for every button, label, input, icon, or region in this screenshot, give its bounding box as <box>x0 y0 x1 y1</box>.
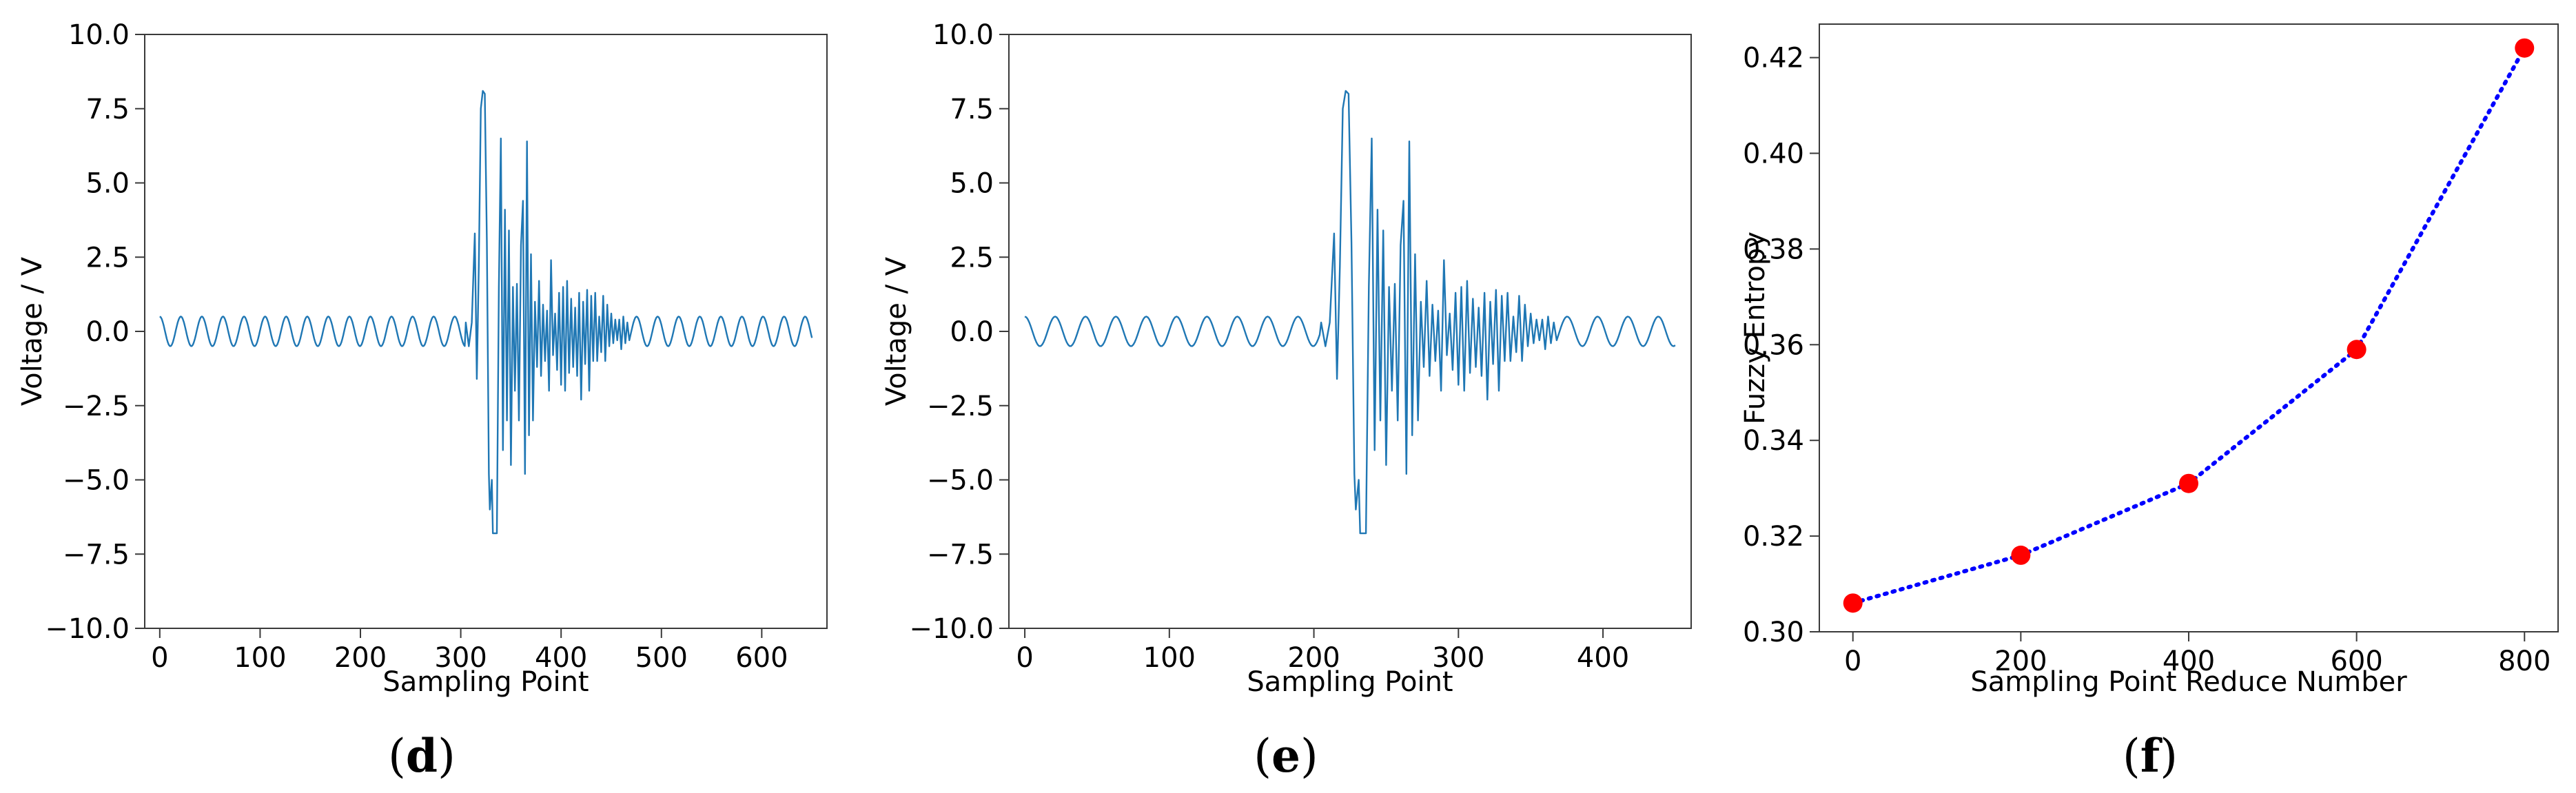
x-tick-label-e: 0 <box>1016 642 1033 674</box>
x-tick-label-e: 200 <box>1287 642 1340 674</box>
y-tick-label-d: 0.0 <box>85 316 130 348</box>
y-tick-label-e: 7.5 <box>950 94 994 125</box>
x-tick-label-d: 0 <box>151 642 168 674</box>
y-tick-label-d: −5.0 <box>63 465 130 497</box>
entropy-point-0 <box>1843 593 1863 613</box>
y-tick-label-f: 0.36 <box>1743 329 1804 361</box>
x-tick-label-e: 400 <box>1577 642 1629 674</box>
x-tick-label-d: 500 <box>635 642 688 674</box>
plot-frame-f <box>1819 23 2559 632</box>
y-tick-label-e: −10.0 <box>909 613 994 645</box>
panel-letter-e: e <box>1271 729 1300 783</box>
entropy-point-3 <box>2347 340 2367 360</box>
y-tick-label-d: 10.0 <box>68 19 130 51</box>
y-tick-label-d: −2.5 <box>63 391 130 422</box>
y-tick-label-e: 5.0 <box>950 168 994 200</box>
x-tick-label-f: 600 <box>2330 646 2382 677</box>
y-tick-label-e: 2.5 <box>950 242 994 274</box>
series-f <box>1843 38 2535 613</box>
panel-letter-f: f <box>2140 729 2163 783</box>
y-tick-label-e: −7.5 <box>927 539 994 570</box>
panel-label-f: (f) <box>2123 729 2178 783</box>
ticks-e: 0 100 200 300 400 −10.0 −7.5 −5.0 −2.5 0.0 2.5 5.0 7… <box>909 19 1629 674</box>
series-d <box>159 90 813 535</box>
y-tick-label-f: 0.32 <box>1743 521 1804 553</box>
x-tick-label-f: 800 <box>2498 646 2551 677</box>
y-tick-label-d: 5.0 <box>85 168 130 200</box>
ticks-f: 0 200 400 600 800 0.30 0.32 0.34 0.36 0.38 0.40 0.4… <box>1743 43 2551 677</box>
y-tick-label-d: 2.5 <box>85 242 130 274</box>
y-tick-label-e: −5.0 <box>927 465 994 497</box>
x-axis-label-f: Sampling Point Reduce Number <box>1970 666 2407 698</box>
x-tick-label-d: 100 <box>234 642 286 674</box>
waveform-line-d-0 <box>159 90 813 535</box>
y-tick-label-d: −10.0 <box>45 613 130 645</box>
x-tick-label-f: 0 <box>1844 646 1861 677</box>
x-axis-label-d: Sampling Point <box>382 666 589 698</box>
x-tick-label-e: 100 <box>1143 642 1196 674</box>
y-tick-label-f: 0.42 <box>1743 43 1804 74</box>
plot-frame-e <box>1008 34 1692 629</box>
panel-label-e: (e) <box>1254 729 1318 783</box>
x-axis-label-e: Sampling Point <box>1247 666 1453 698</box>
entropy-point-4 <box>2515 38 2535 58</box>
y-axis-label-d: Voltage / V <box>17 256 48 406</box>
y-tick-label-d: −7.5 <box>63 539 130 570</box>
panel-letter-d: d <box>406 729 438 783</box>
x-tick-label-f: 400 <box>2163 646 2215 677</box>
x-tick-label-d: 200 <box>334 642 387 674</box>
panel-label-d: (d) <box>388 729 456 783</box>
x-tick-label-d: 300 <box>434 642 487 674</box>
x-tick-label-d: 400 <box>535 642 587 674</box>
y-tick-label-e: 10.0 <box>932 19 994 51</box>
x-tick-label-f: 200 <box>1994 646 2047 677</box>
y-tick-label-e: −2.5 <box>927 391 994 422</box>
panel-e: 0 100 200 300 400 −10.0 −7.5 −5.0 −2.5 0.0 2.5 5.0 7… <box>881 19 1692 783</box>
x-tick-label-d: 600 <box>735 642 788 674</box>
y-tick-label-f: 0.40 <box>1743 138 1804 170</box>
ticks-d: 0 100 200 300 400 500 600 −10.0 −7.5 −5.0 −2.5 0.0 2… <box>45 19 788 674</box>
y-tick-label-f: 0.34 <box>1743 425 1804 457</box>
series-e <box>1024 90 1676 535</box>
entropy-point-2 <box>2179 473 2198 493</box>
panel-d: 0 100 200 300 400 500 600 −10.0 −7.5 −5.0 −2.5 0.0 2… <box>17 19 828 783</box>
y-axis-label-e: Voltage / V <box>881 256 912 406</box>
waveform-line-e-0 <box>1024 90 1676 535</box>
panel-f: 0 200 400 600 800 0.30 0.32 0.34 0.36 0.38 0.40 0.4… <box>1739 23 2559 783</box>
y-axis-label-f: Fuzzy Entropy <box>1739 231 1771 424</box>
y-tick-label-d: 7.5 <box>85 94 130 125</box>
y-tick-label-f: 0.38 <box>1743 234 1804 265</box>
y-tick-label-e: 0.0 <box>950 316 994 348</box>
y-tick-label-f: 0.30 <box>1743 617 1804 648</box>
x-tick-label-e: 300 <box>1432 642 1484 674</box>
entropy-dotted-line <box>1850 45 2527 606</box>
entropy-point-1 <box>2011 545 2031 565</box>
